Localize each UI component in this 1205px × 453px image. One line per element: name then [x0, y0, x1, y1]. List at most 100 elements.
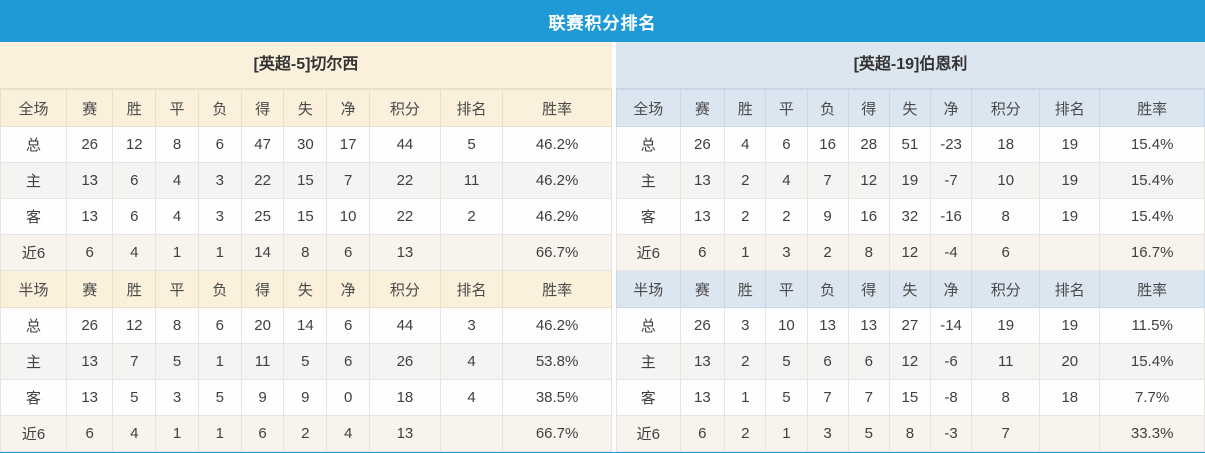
- cell-half-recent6-points: 13: [369, 415, 441, 452]
- col-header-full-matches: 赛: [65, 89, 114, 127]
- cell-full-total-draws: 8: [155, 126, 199, 163]
- cell-half-home-draws: 5: [155, 343, 199, 380]
- cell-full-total-goals-for: 28: [847, 126, 890, 163]
- cell-half-total-losses: 6: [197, 307, 242, 344]
- cell-full-home-win-rate: 15.4%: [1099, 162, 1205, 199]
- col-header-full-scope: 全场: [616, 89, 681, 127]
- cell-half-home-win-rate: 53.8%: [502, 343, 612, 380]
- cell-full-recent6-scope: 近6: [0, 234, 67, 271]
- col-header-half-goals-for: 得: [847, 270, 890, 308]
- cell-full-home-scope: 主: [0, 162, 67, 199]
- col-header-half-draws: 平: [765, 270, 808, 308]
- cell-full-home-wins: 2: [724, 162, 767, 199]
- cell-half-home-losses: 1: [197, 343, 242, 380]
- col-header-full-goal-diff: 净: [929, 89, 973, 127]
- team-header: [英超-19]伯恩利: [616, 42, 1205, 89]
- cell-half-total-scope: 总: [0, 307, 67, 344]
- cell-full-away-goals-for: 25: [240, 198, 285, 235]
- cell-half-total-rank: 3: [439, 307, 504, 344]
- cell-full-recent6-rank: [1039, 234, 1101, 271]
- cell-full-total-goal-diff: 17: [326, 126, 370, 163]
- cell-full-away-win-rate: 46.2%: [502, 198, 612, 235]
- cell-half-away-win-rate: 38.5%: [502, 379, 612, 416]
- cell-full-recent6-losses: 1: [197, 234, 242, 271]
- col-header-half-rank: 排名: [439, 270, 504, 308]
- cell-full-total-rank: 5: [439, 126, 504, 163]
- cell-half-recent6-rank: [1039, 415, 1101, 452]
- stats-table-chelsea: 全场赛胜平负得失净积分 排名 胜率总 26 12 8 6 47 30 17 44 5 46.2% 主 13 6…: [0, 89, 612, 452]
- cell-full-away-goals-against: 15: [283, 198, 328, 235]
- cell-half-home-goals-against: 12: [888, 343, 931, 380]
- col-header-full-goals-against: 失: [283, 89, 328, 127]
- stats-row-half-home: 主 13 7 5 1 11 5 6 26 4 53.8%: [0, 343, 612, 380]
- stats-body: 全场赛胜平负得失净积分 排名 胜率总 26 12 8 6 47 30 17 44 5 46.2% 主 13 6…: [0, 89, 612, 452]
- cell-full-recent6-draws: 3: [765, 234, 808, 271]
- cell-half-recent6-matches: 6: [65, 415, 114, 452]
- cell-full-recent6-matches: 6: [65, 234, 114, 271]
- cell-full-away-wins: 2: [724, 198, 767, 235]
- cell-half-total-goals-for: 20: [240, 307, 285, 344]
- cell-full-away-scope: 客: [616, 198, 681, 235]
- cell-half-total-wins: 12: [112, 307, 157, 344]
- cell-full-home-losses: 7: [806, 162, 849, 199]
- cell-half-away-matches: 13: [65, 379, 114, 416]
- cell-full-recent6-points: 13: [369, 234, 441, 271]
- cell-half-away-wins: 5: [112, 379, 157, 416]
- stats-row-half-home: 主 13 2 5 6 6 12 -6 11 20 15.4%: [616, 343, 1205, 380]
- section-header-row-half: 半场赛胜平负得失净积分 排名 胜率: [0, 270, 612, 308]
- cell-full-home-rank: 19: [1039, 162, 1101, 199]
- cell-full-recent6-rank: [439, 234, 504, 271]
- team-panel-chelsea: [英超-5]切尔西 全场赛胜平负得失净积分 排名 胜率总 26 12 8 6 47 30 17 44…: [0, 42, 612, 452]
- cell-full-away-matches: 13: [65, 198, 114, 235]
- team-header: [英超-5]切尔西: [0, 42, 612, 89]
- cell-half-recent6-goals-for: 5: [847, 415, 890, 452]
- cell-half-home-wins: 2: [724, 343, 767, 380]
- cell-full-total-matches: 26: [65, 126, 114, 163]
- stats-row-full-home: 主 13 6 4 3 22 15 7 22 11 46.2%: [0, 162, 612, 199]
- cell-half-away-scope: 客: [0, 379, 67, 416]
- cell-full-home-wins: 6: [112, 162, 157, 199]
- cell-full-recent6-scope: 近6: [616, 234, 681, 271]
- cell-full-recent6-goals-against: 12: [888, 234, 931, 271]
- cell-half-away-win-rate: 7.7%: [1099, 379, 1205, 416]
- cell-half-home-goals-for: 11: [240, 343, 285, 380]
- col-header-half-points: 积分: [971, 270, 1041, 308]
- cell-half-total-scope: 总: [616, 307, 681, 344]
- cell-full-away-points: 22: [369, 198, 441, 235]
- col-header-full-rank: 排名: [1039, 89, 1101, 127]
- cell-half-recent6-scope: 近6: [616, 415, 681, 452]
- cell-full-total-win-rate: 46.2%: [502, 126, 612, 163]
- stats-row-half-recent6: 近6 6 2 1 3 5 8 -3 7 33.3%: [616, 415, 1205, 452]
- cell-half-home-wins: 7: [112, 343, 157, 380]
- cell-full-total-wins: 4: [724, 126, 767, 163]
- cell-full-home-goals-for: 22: [240, 162, 285, 199]
- cell-half-total-wins: 3: [724, 307, 767, 344]
- col-header-half-goals-against: 失: [283, 270, 328, 308]
- col-header-half-scope: 半场: [0, 270, 67, 308]
- col-header-half-goal-diff: 净: [326, 270, 370, 308]
- cell-full-home-goal-diff: 7: [326, 162, 370, 199]
- cell-half-home-points: 11: [971, 343, 1041, 380]
- cell-half-total-draws: 10: [765, 307, 808, 344]
- stats-row-full-home: 主 13 2 4 7 12 19 -7 10 19 15.4%: [616, 162, 1205, 199]
- cell-half-away-matches: 13: [679, 379, 726, 416]
- cell-half-recent6-wins: 2: [724, 415, 767, 452]
- cell-half-home-win-rate: 15.4%: [1099, 343, 1205, 380]
- cell-half-home-scope: 主: [616, 343, 681, 380]
- col-header-half-scope: 半场: [616, 270, 681, 308]
- stats-row-full-away: 客 13 2 2 9 16 32 -16 8 19 15.4%: [616, 198, 1205, 235]
- section-header-row-full: 全场赛胜平负得失净积分 排名 胜率: [616, 89, 1205, 127]
- stats-row-full-total: 总 26 12 8 6 47 30 17 44 5 46.2%: [0, 126, 612, 163]
- col-header-half-wins: 胜: [112, 270, 157, 308]
- cell-half-home-points: 26: [369, 343, 441, 380]
- cell-full-away-points: 8: [971, 198, 1041, 235]
- cell-full-away-goals-for: 16: [847, 198, 890, 235]
- cell-full-total-goals-against: 30: [283, 126, 328, 163]
- cell-full-away-rank: 19: [1039, 198, 1101, 235]
- cell-full-recent6-losses: 2: [806, 234, 849, 271]
- cell-half-away-points: 8: [971, 379, 1041, 416]
- section-header-row-half: 半场赛胜平负得失净积分 排名 胜率: [616, 270, 1205, 308]
- cell-half-recent6-losses: 3: [806, 415, 849, 452]
- cell-full-recent6-wins: 1: [724, 234, 767, 271]
- cell-full-total-scope: 总: [616, 126, 681, 163]
